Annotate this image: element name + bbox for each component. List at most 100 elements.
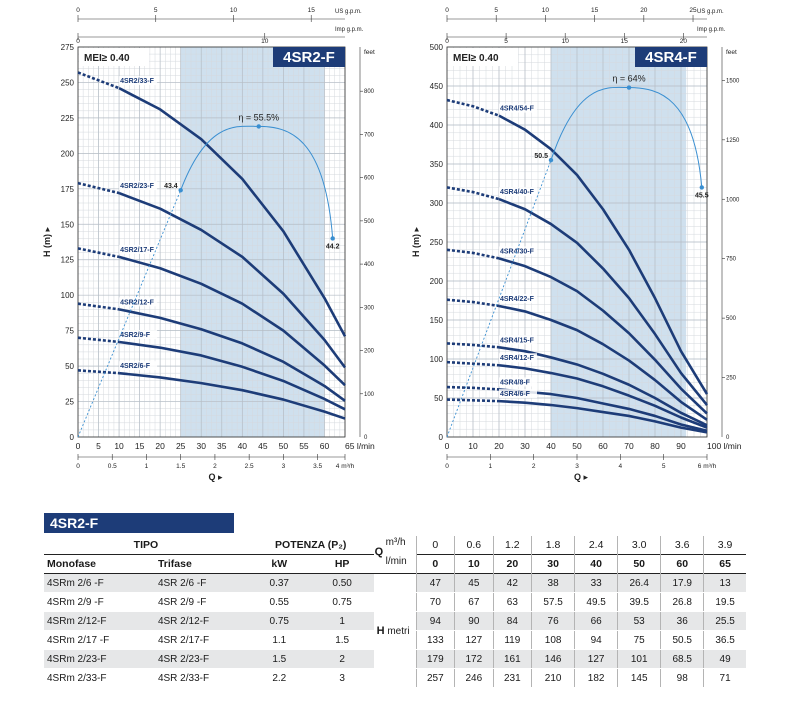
- y-tick-label: 350: [430, 160, 444, 169]
- y-tick-label: 450: [430, 82, 444, 91]
- plot-frame: [446, 46, 708, 438]
- y-tick-label: 225: [61, 114, 75, 123]
- cell-head: 13: [703, 573, 746, 593]
- curve-4SR2/23-F: [118, 191, 347, 369]
- cell-head: 179: [415, 649, 455, 669]
- cell-trifase: 4SR 2/6 -F: [154, 573, 248, 593]
- imp-gpm-label: Imp g.p.m.: [335, 27, 364, 33]
- curve-dashed-4SR4/30-F: [446, 248, 500, 260]
- m3h-tick-label: 1: [489, 463, 493, 470]
- cell-kw: 0.55: [247, 592, 311, 612]
- q-m3h-3: 1.8: [531, 536, 575, 555]
- table-row: 4SRm 2/12-F 4SR 2/12-F 0.75 1 94 90 84 76 66 53 36…: [44, 611, 746, 631]
- cell-head: 231: [492, 668, 532, 688]
- m3h-tick-label: 2.5: [245, 463, 254, 470]
- feet-tick-label: 600: [364, 176, 375, 182]
- imp-gpm-tick-label: 10: [562, 38, 570, 45]
- curve-label: 4SR2/33-F: [120, 78, 155, 85]
- curve-4SR2/6-F: [118, 371, 346, 420]
- efficiency-point-label: 43.4: [164, 183, 178, 190]
- h-unit: metri: [384, 626, 410, 637]
- us-gpm-tick-label: 5: [494, 7, 498, 14]
- cell-head: 57.5: [531, 592, 575, 612]
- curve-label-bg: [499, 389, 537, 399]
- chart-title: 4SR2-F: [283, 49, 335, 66]
- q-m3h-7: 3.9: [703, 536, 746, 555]
- cell-head: 70: [415, 592, 455, 612]
- curve-label: 4SR2/23-F: [120, 183, 155, 190]
- efficiency-dashed: [77, 190, 182, 438]
- table-row: 4SRm 2/9 -F 4SR 2/9 -F 0.55 0.75 70 67 63 57.5 4…: [44, 592, 746, 612]
- cell-hp: 0.75: [310, 592, 374, 612]
- m3h-tick-label: 2: [213, 463, 217, 470]
- x-tick-label: 45: [258, 441, 268, 451]
- cell-head: 146: [531, 649, 575, 669]
- x-tick-label: 0: [76, 441, 81, 451]
- us-gpm-tick-label: 0: [76, 7, 80, 14]
- mei-box: [79, 48, 149, 66]
- curve-4SR4/40-F: [498, 197, 709, 406]
- feet-tick-label: 700: [364, 132, 375, 138]
- imp-gpm-tick-label: 0: [76, 38, 80, 45]
- curve-dashed-4SR2/33-F: [77, 71, 120, 90]
- cell-head: 38: [531, 573, 575, 593]
- cell-head: 108: [531, 630, 575, 650]
- table-row: 4SRm 2/23-F 4SR 2/23-F 1.5 2 179 172 161 146 127…: [44, 649, 746, 669]
- m3h-tick-label: 5: [662, 463, 666, 470]
- cell-trifase: 4SR 2/9 -F: [154, 592, 248, 612]
- chart-1: 0501001502002503003504004505002505007501…: [411, 7, 742, 482]
- curve-4SR4/6-F: [498, 399, 708, 434]
- m3h-tick-label: 3: [575, 463, 579, 470]
- chart-0: 0255075100125150175200225250275100200300…: [42, 7, 375, 482]
- q-m3h-4: 2.4: [574, 536, 618, 555]
- y-tick-label: 200: [430, 277, 444, 286]
- efficiency-point: [548, 157, 554, 163]
- x-axis-label: Q ▸: [574, 472, 589, 482]
- cell-head: 119: [492, 630, 532, 650]
- imp-gpm-tick-label: 10: [261, 38, 269, 45]
- x-tick-label: 25: [176, 441, 186, 451]
- cell-head: 257: [415, 668, 455, 688]
- cell-monofase: 4SRm 2/17 -F: [44, 630, 155, 650]
- x-tick-label: 55: [299, 441, 309, 451]
- y-tick-label: 250: [61, 78, 75, 87]
- imp-gpm-tick-label: 5: [504, 38, 508, 45]
- y-tick-label: 150: [430, 316, 444, 325]
- h-label: H: [376, 625, 385, 637]
- x-tick-label: 30: [520, 441, 530, 451]
- cell-head: 68.5: [660, 649, 704, 669]
- m3h-unit: m³/h: [385, 537, 406, 548]
- y-tick-label: 275: [61, 43, 75, 52]
- curve-dashed-4SR2/17-F: [77, 247, 120, 259]
- curve-label-bg: [499, 293, 537, 303]
- efficiency-point: [178, 188, 183, 193]
- m3h-tick-label: 2: [532, 463, 536, 470]
- y-tick-label: 500: [430, 43, 444, 52]
- cell-hp: 0.50: [310, 573, 374, 593]
- us-gpm-label: US g.p.m.: [697, 9, 724, 15]
- us-gpm-tick-label: 0: [445, 7, 449, 14]
- m3h-tick-label: 3.5: [313, 463, 322, 470]
- chart-title: 4SR4-F: [645, 49, 697, 66]
- cell-trifase: 4SR 2/33-F: [154, 668, 248, 688]
- cell-h-label: [373, 649, 417, 669]
- x-tick-label: 10: [114, 441, 124, 451]
- feet-tick-label: 1000: [726, 197, 740, 203]
- x-tick-label: 10: [468, 441, 478, 451]
- cell-head: 63: [492, 592, 532, 612]
- curve-dashed-4SR4/54-F: [446, 98, 500, 117]
- curve-label-bg: [499, 246, 537, 256]
- q-m3h-1: 0.6: [454, 536, 494, 555]
- x-tick-label: 20: [494, 441, 504, 451]
- curve-label: 4SR2/6-F: [120, 363, 151, 370]
- table-row: 4SRm 2/33-F 4SR 2/33-F 2.2 3 257 246 231 210 182…: [44, 668, 746, 688]
- curve-label: 4SR4/40-F: [500, 189, 535, 196]
- efficiency-point-label: 45.5: [695, 192, 709, 199]
- x-tick-label: 40: [238, 441, 248, 451]
- y-tick-label: 100: [430, 355, 444, 364]
- cell-head: 26.4: [617, 573, 661, 593]
- feet-tick-label: 1250: [726, 138, 740, 144]
- y-tick-label: 125: [61, 256, 75, 265]
- cell-head: 76: [531, 611, 575, 631]
- q-lmin-7: 65: [703, 554, 746, 574]
